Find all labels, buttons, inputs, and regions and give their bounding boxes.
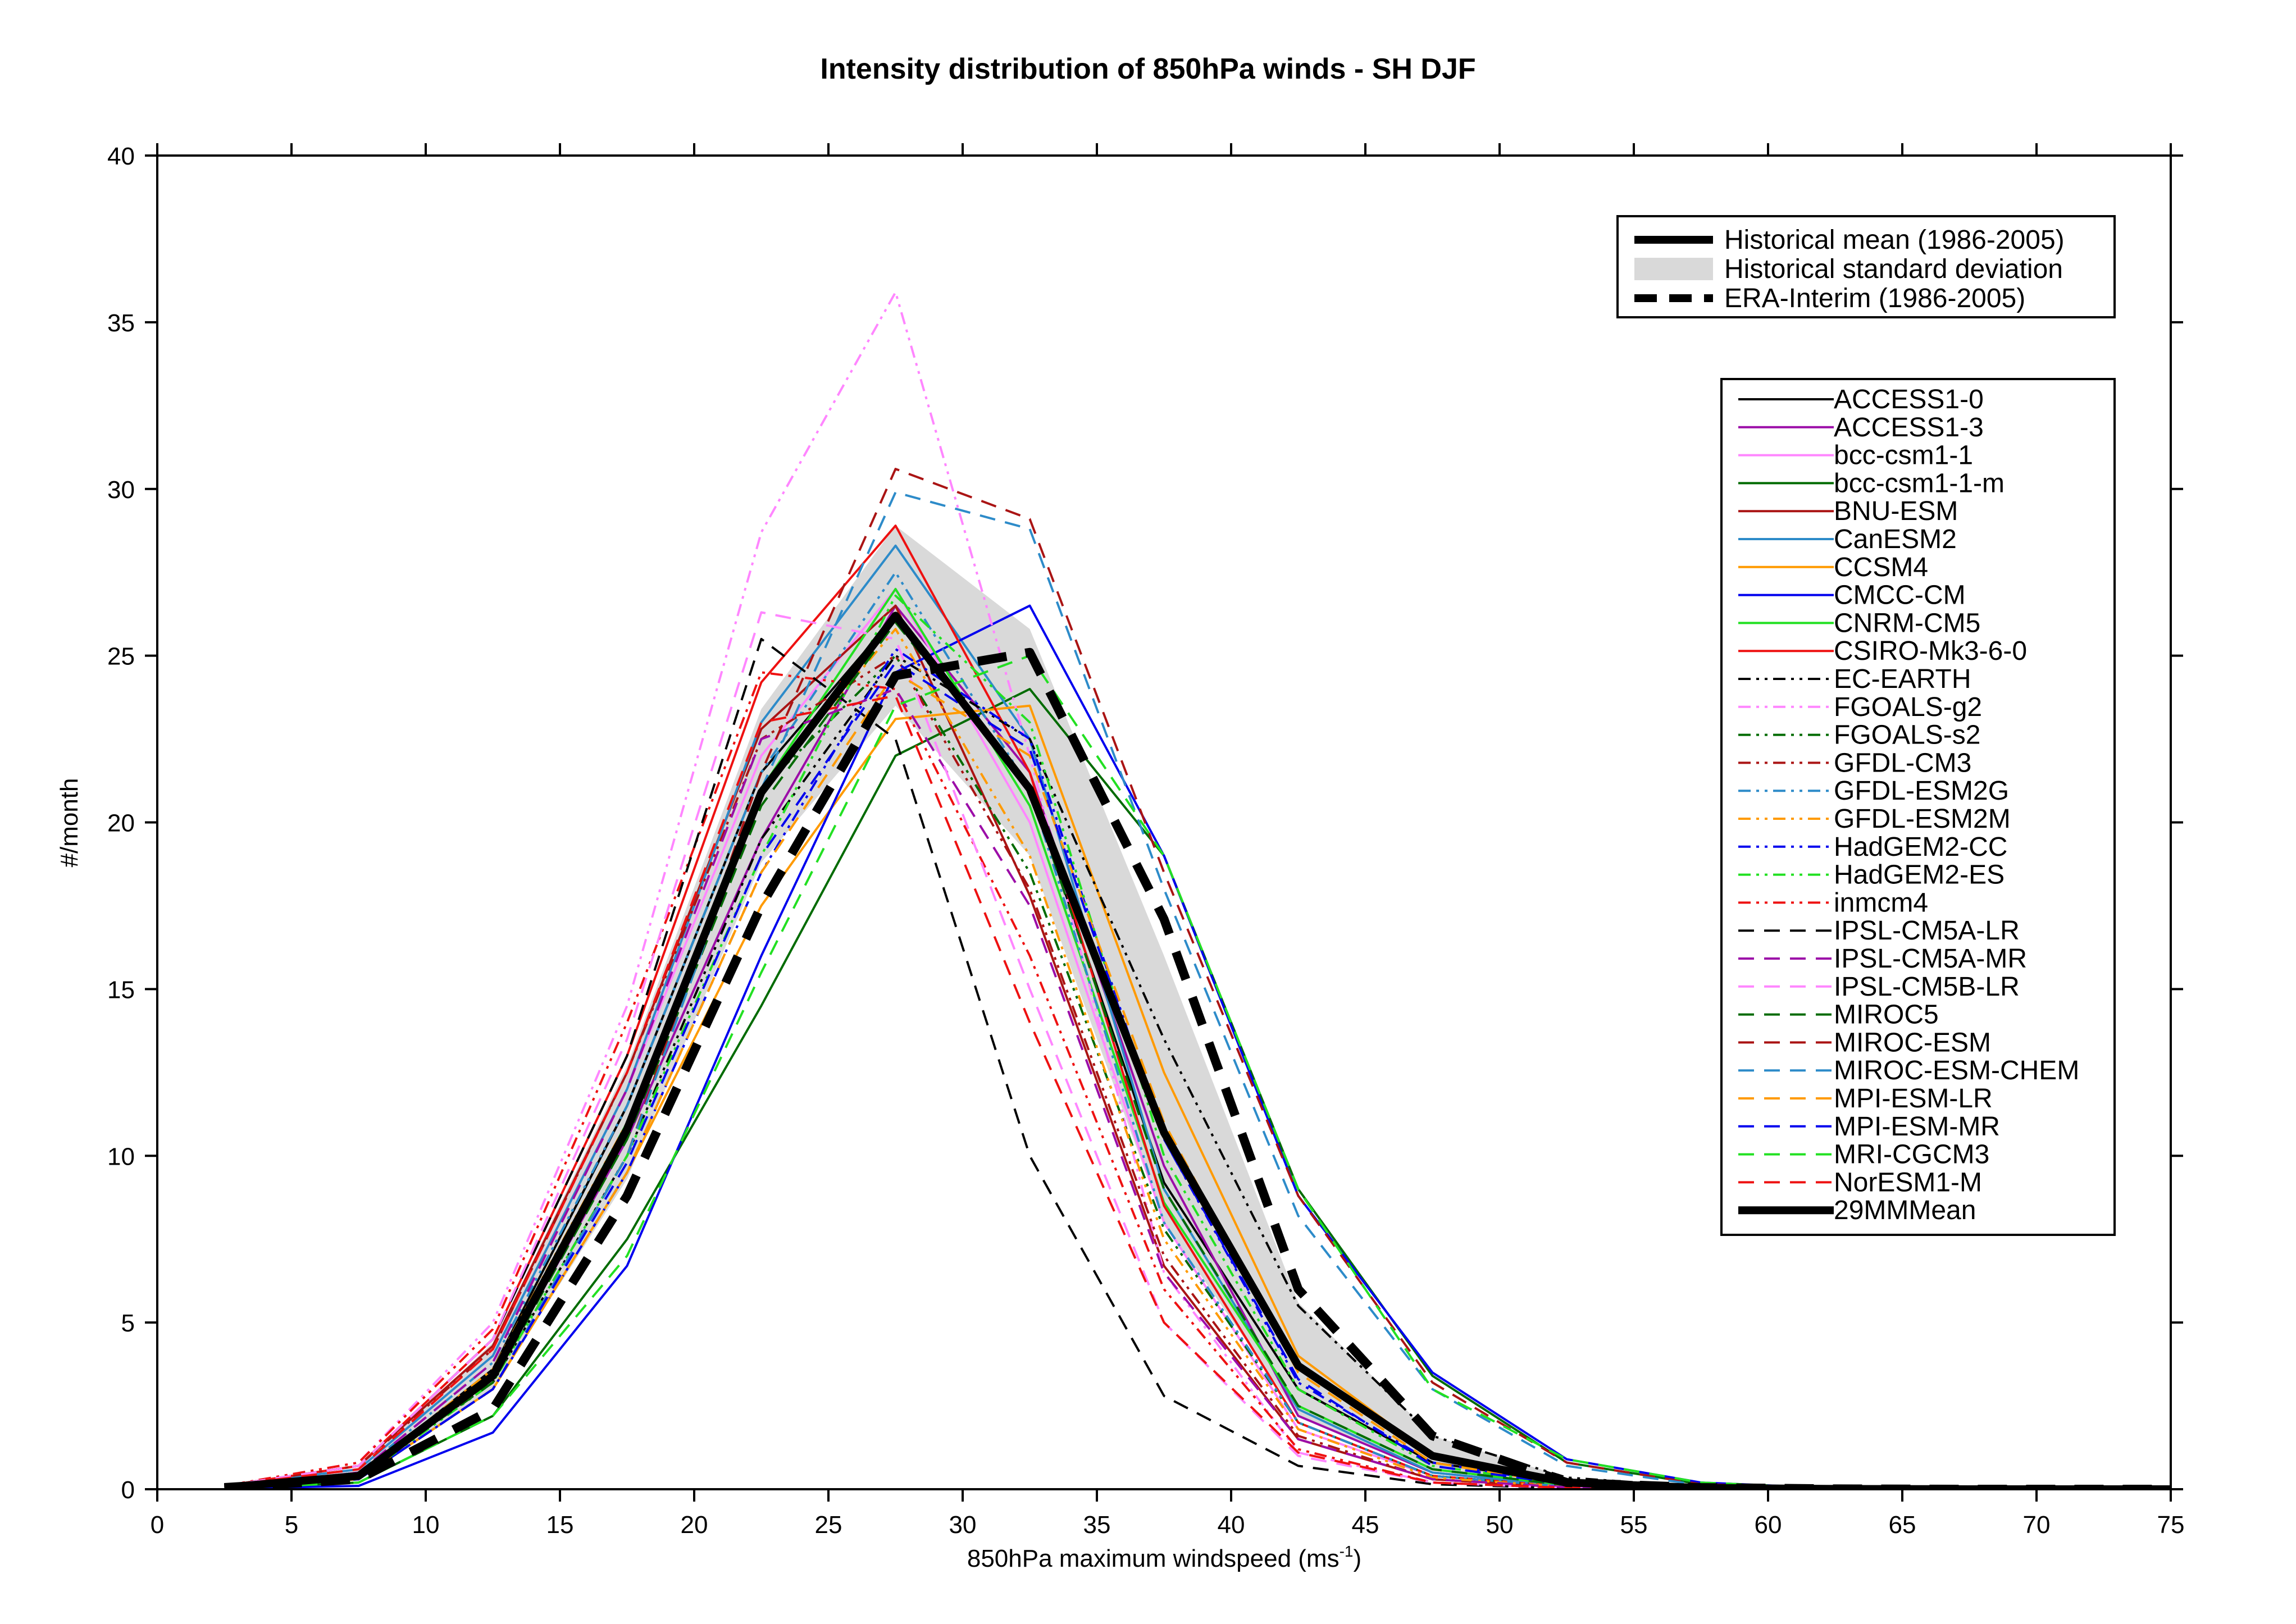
model-legend-box [1720, 378, 2116, 1236]
legend-label: Historical mean (1986-2005) [1724, 225, 2065, 255]
legend-label-csiro-mk3-6-0: CSIRO-Mk3-6-0 [1834, 636, 2027, 666]
y-tick-label: 20 [107, 810, 135, 837]
x-tick-label: 50 [1486, 1511, 1514, 1539]
axis-layer: 0 5 10 15 20 25 30 35 40 45 50 55 60 65 70 75 0 5 10 15 20 25… [107, 143, 2184, 1539]
legend-label-bcc-csm1-1-m: bcc-csm1-1-m [1834, 468, 2005, 498]
legend-label-ipsl-cm5b-lr: IPSL-CM5B-LR [1834, 972, 2020, 1002]
legend-label-access1-0: ACCESS1-0 [1834, 385, 1984, 414]
series-line-ipsl-cm5a-lr [224, 637, 2171, 1489]
legend-label-ipsl-cm5a-mr: IPSL-CM5A-MR [1834, 944, 2027, 974]
y-axis-label: #/month [56, 778, 83, 868]
y-tick-label: 25 [107, 643, 135, 670]
x-axis-label-sup: -1 [1340, 1543, 1354, 1560]
series-line-gfdl-esm2g [224, 571, 2171, 1489]
x-tick-label: 35 [1083, 1511, 1111, 1539]
legend-label-miroc-esm-chem: MIROC-ESM-CHEM [1834, 1056, 2079, 1085]
chart-title: Intensity distribution of 850hPa winds -… [820, 53, 1475, 85]
legend-label-gfdl-esm2m: GFDL-ESM2M [1834, 804, 2011, 834]
series-line-fgoals-g2 [224, 291, 2171, 1489]
x-axis-label-main: 850hPa maximum windspeed (ms [967, 1545, 1340, 1572]
reference-legend: Historical mean (1986-2005)Historical st… [1616, 215, 2116, 318]
legend-label-gfdl-esm2g: GFDL-ESM2G [1834, 776, 2009, 806]
legend-label-inmcm4: inmcm4 [1834, 888, 1928, 918]
legend-label-access1-3: ACCESS1-3 [1834, 413, 1984, 443]
y-tick-label: 40 [107, 143, 135, 170]
x-tick-label: 10 [412, 1511, 440, 1539]
x-tick-label: 45 [1352, 1511, 1379, 1539]
legend-label-miroc-esm: MIROC-ESM [1834, 1028, 1991, 1057]
series-line-inmcm4 [224, 671, 2171, 1489]
x-tick-label: 65 [1889, 1511, 1916, 1539]
legend-label-gfdl-cm3: GFDL-CM3 [1834, 748, 1971, 778]
x-tick-label: 75 [2157, 1511, 2185, 1539]
x-tick-label: 55 [1620, 1511, 1648, 1539]
legend-label-ipsl-cm5a-lr: IPSL-CM5A-LR [1834, 916, 2020, 946]
y-tick-label: 35 [107, 309, 135, 337]
x-tick-label: 40 [1218, 1511, 1245, 1539]
y-tick-label: 5 [121, 1310, 135, 1337]
series-line-noresm1-m [224, 694, 2171, 1489]
series-line-mri-cgcm3 [224, 654, 2171, 1489]
legend-label-hadgem2-es: HadGEM2-ES [1834, 860, 2005, 890]
x-tick-label: 60 [1755, 1511, 1782, 1539]
legend-label-cnrm-cm5: CNRM-CM5 [1834, 608, 1980, 638]
y-tick-label: 10 [107, 1143, 135, 1170]
legend-label-hadgem2-cc: HadGEM2-CC [1834, 832, 2007, 862]
legend-label-mpi-esm-mr: MPI-ESM-MR [1834, 1112, 2000, 1142]
legend-label-bnu-esm: BNU-ESM [1834, 496, 1958, 526]
legend-label-canesm2: CanESM2 [1834, 524, 1957, 554]
series-line-miroc5 [224, 621, 2171, 1489]
series-line-canesm2 [224, 544, 2171, 1489]
x-axis-label-close: ) [1353, 1545, 1361, 1572]
legend-label-fgoals-s2: FGOALS-s2 [1834, 720, 1980, 750]
y-tick-label: 0 [121, 1476, 135, 1504]
legend-label-mri-cgcm3: MRI-CGCM3 [1834, 1140, 1989, 1170]
x-tick-label: 25 [815, 1511, 842, 1539]
legend-label-noresm1-m: NorESM1-M [1834, 1167, 1982, 1197]
x-tick-label: 20 [681, 1511, 708, 1539]
series-line-mpi-esm-mr [224, 661, 2171, 1489]
x-tick-label: 70 [2023, 1511, 2051, 1539]
legend-label: ERA-Interim (1986-2005) [1724, 284, 2025, 313]
x-tick-label: 5 [285, 1511, 298, 1539]
legend-label-fgoals-g2: FGOALS-g2 [1834, 692, 1982, 722]
legend-label-bcc-csm1-1: bcc-csm1-1 [1834, 441, 1973, 471]
x-tick-label: 0 [151, 1511, 164, 1539]
model-legend: ACCESS1-0ACCESS1-3bcc-csm1-1bcc-csm1-1-m… [1720, 378, 2116, 1236]
x-axis-label: 850hPa maximum windspeed (ms-1) [967, 1543, 1361, 1572]
legend-label-miroc5: MIROC5 [1834, 1000, 1939, 1030]
legend-label-29mmmean: 29MMMean [1834, 1196, 1976, 1225]
x-tick-label: 30 [949, 1511, 977, 1539]
legend-label-cmcc-cm: CMCC-CM [1834, 581, 1966, 610]
y-tick-label: 30 [107, 476, 135, 504]
legend-label-mpi-esm-lr: MPI-ESM-LR [1834, 1084, 1993, 1114]
legend-swatch-std-band [1634, 258, 1713, 280]
legend-label-ccsm4: CCSM4 [1834, 553, 1928, 582]
series-line-hadgem2-es [224, 594, 2171, 1489]
legend-label-ec-earth: EC-EARTH [1834, 664, 1971, 694]
y-tick-label: 15 [107, 976, 135, 1003]
legend-label: Historical standard deviation [1724, 254, 2063, 284]
x-tick-label: 15 [546, 1511, 574, 1539]
